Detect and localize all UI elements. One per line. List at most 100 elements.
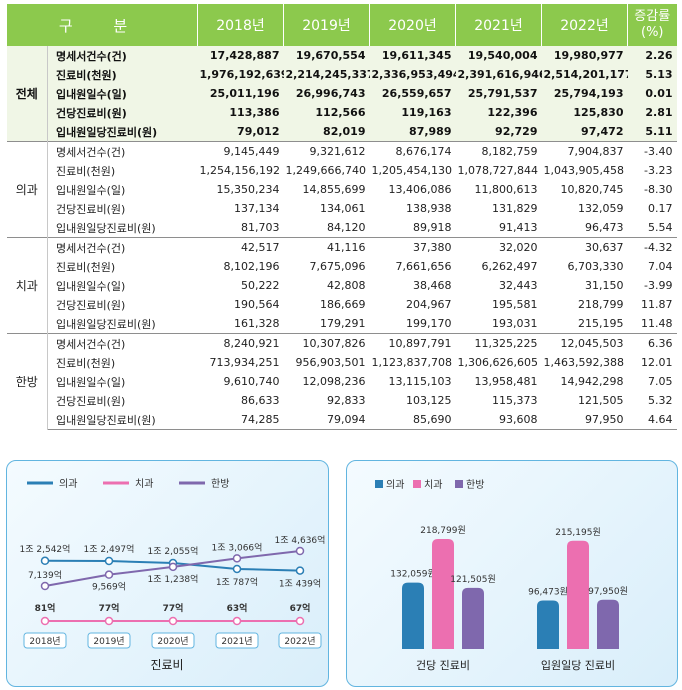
value-cell: 14,855,699 — [302, 183, 366, 196]
header-2018: 2018년 — [197, 4, 284, 46]
change-rate-cell: 5.11 — [645, 125, 673, 138]
table-row: 전체 명세서건수(건) 17,428,887 19,670,554 19,611,345… — [6, 46, 677, 142]
bar-value-label: 121,505원 — [450, 574, 496, 585]
table-row: 입내원일당진료비(원) 79,012 82,019 87,989 92,729 97,47… — [7, 122, 677, 142]
change-rate-cell: 11.87 — [641, 298, 673, 311]
value-cell: 9,321,612 — [283, 141, 370, 161]
value-cell: 81,703 — [241, 221, 280, 234]
bar-value-label: 96,473원 — [528, 586, 568, 597]
data-point — [232, 564, 242, 574]
value-cell: 186,669 — [320, 298, 366, 311]
row-item-label: 건당진료비(원) — [56, 202, 126, 216]
table-row: 입내원일수(일) 9,610,740 12,098,236 13,115,103 13,… — [7, 372, 677, 391]
value-cell: 25,794,193 — [553, 87, 624, 100]
value-cell: 119,163 — [401, 106, 452, 119]
data-label: 77억 — [163, 602, 184, 614]
row-item-label: 입내원일당진료비(원) — [47, 410, 198, 430]
row-item-label: 입내원일수(일) — [56, 375, 126, 389]
x-tick-box — [87, 632, 131, 649]
row-item-label: 건당진료비(원) — [56, 298, 126, 312]
change-rate-cell: 7.04 — [648, 260, 673, 273]
change-rate-cell: 5.54 — [648, 221, 673, 234]
legend-swatch — [455, 480, 463, 488]
value-cell: 10,307,826 — [283, 333, 370, 353]
x-category-label: 건당 진료비 — [416, 659, 470, 672]
table-header-row: 구 분 2018년 2019년 2020년 2021년 2022년 증감률 (%) — [6, 4, 677, 46]
change-rate-cell: 2.26 — [645, 49, 673, 62]
value-cell: 134,061 — [320, 202, 366, 215]
value-cell: 91,413 — [499, 221, 538, 234]
table-row: 입내원일수(일) 25,011,196 26,996,743 26,559,657 25… — [7, 84, 677, 103]
change-rate-cell: 0.17 — [648, 202, 673, 215]
x-tick-label: 2020년 — [157, 636, 188, 647]
value-cell: 132,059 — [578, 202, 624, 215]
value-cell: 195,581 — [492, 298, 538, 311]
value-cell: 1,249,666,740 — [285, 164, 366, 177]
value-cell: 82,019 — [323, 125, 366, 138]
legend-label: 의과 — [386, 479, 404, 491]
group-label: 의과 — [6, 141, 48, 238]
line-chart: 의과 치과 한방 1조 2,542억 1조 2,497억 1조 2,055억 1조 787억… — [20, 478, 326, 672]
value-cell: 32,443 — [499, 279, 538, 292]
bar-value-label: 218,799원 — [420, 525, 466, 536]
table-row: 건당진료비(원) 137,134 134,061 138,938 131,829 132,… — [7, 199, 677, 218]
x-tick-label: 2021년 — [221, 636, 252, 647]
value-cell: 30,637 — [541, 237, 628, 257]
change-rate-cell: -4.32 — [627, 237, 677, 257]
data-point — [295, 616, 305, 626]
data-point — [168, 616, 178, 626]
table-group: 전체 명세서건수(건) 17,428,887 19,670,554 19,611,345… — [6, 46, 677, 142]
value-cell: 97,950 — [541, 410, 628, 430]
value-cell: 79,094 — [283, 410, 370, 430]
value-cell: 19,611,345 — [381, 49, 452, 62]
header-2020: 2020년 — [369, 4, 456, 46]
value-cell: 7,904,837 — [541, 141, 628, 161]
group-label: 한방 — [6, 333, 48, 430]
value-cell: 122,396 — [487, 106, 538, 119]
value-cell: 25,791,537 — [467, 87, 538, 100]
value-cell: 1,463,592,388 — [543, 356, 624, 369]
value-cell: 10,820,745 — [560, 183, 624, 196]
change-rate-cell: 12.01 — [641, 356, 673, 369]
bar-value-label: 97,950원 — [588, 586, 628, 597]
value-cell: 190,564 — [234, 298, 280, 311]
table-row: 의과 명세서건수(건) 9,145,449 9,321,612 8,676,174 8,1… — [6, 141, 677, 238]
bar — [567, 540, 589, 649]
value-cell: 137,134 — [234, 202, 280, 215]
value-cell: 10,897,791 — [369, 333, 456, 353]
value-cell: 37,380 — [369, 237, 456, 257]
row-item-label: 진료비(천원) — [56, 68, 117, 82]
x-tick-label: 2018년 — [29, 636, 60, 647]
row-item-label: 명세서건수(건) — [56, 49, 127, 63]
bar-value-label: 215,195원 — [555, 527, 601, 538]
value-cell: 193,031 — [492, 317, 538, 330]
table-row: 건당진료비(원) 190,564 186,669 204,967 195,581 218,… — [7, 295, 677, 314]
data-label: 77억 — [99, 602, 120, 614]
data-point — [232, 554, 242, 563]
table-row: 입내원일당진료비(원) 74,285 79,094 85,690 93,608 97,95… — [7, 410, 677, 430]
value-cell: 12,045,503 — [541, 333, 628, 353]
data-point — [104, 556, 114, 566]
bar — [432, 539, 454, 649]
x-tick-label: 2019년 — [93, 636, 124, 647]
value-cell: 8,102,196 — [223, 260, 280, 273]
bar — [402, 582, 424, 649]
data-point — [232, 616, 242, 626]
value-cell: 19,540,004 — [467, 49, 538, 62]
legend-label: 한방 — [466, 479, 484, 491]
value-cell: 1,254,156,192 — [199, 164, 280, 177]
value-cell: 218,799 — [578, 298, 624, 311]
change-rate-cell: -8.30 — [644, 183, 673, 196]
value-cell: 12,098,236 — [302, 375, 366, 388]
x-tick-box — [278, 632, 322, 649]
value-cell: 15,350,234 — [216, 183, 280, 196]
value-cell: 13,958,481 — [474, 375, 538, 388]
value-cell: 89,918 — [413, 221, 452, 234]
value-cell: 42,808 — [327, 279, 366, 292]
statistics-table: 구 분 2018년 2019년 2020년 2021년 2022년 증감률 (%)… — [6, 4, 677, 430]
value-cell: 121,505 — [578, 394, 624, 407]
row-item-label: 입내원일당진료비(원) — [56, 125, 158, 139]
value-cell: 112,566 — [315, 106, 366, 119]
value-cell: 1,205,454,130 — [371, 164, 452, 177]
value-cell: 215,195 — [578, 317, 624, 330]
